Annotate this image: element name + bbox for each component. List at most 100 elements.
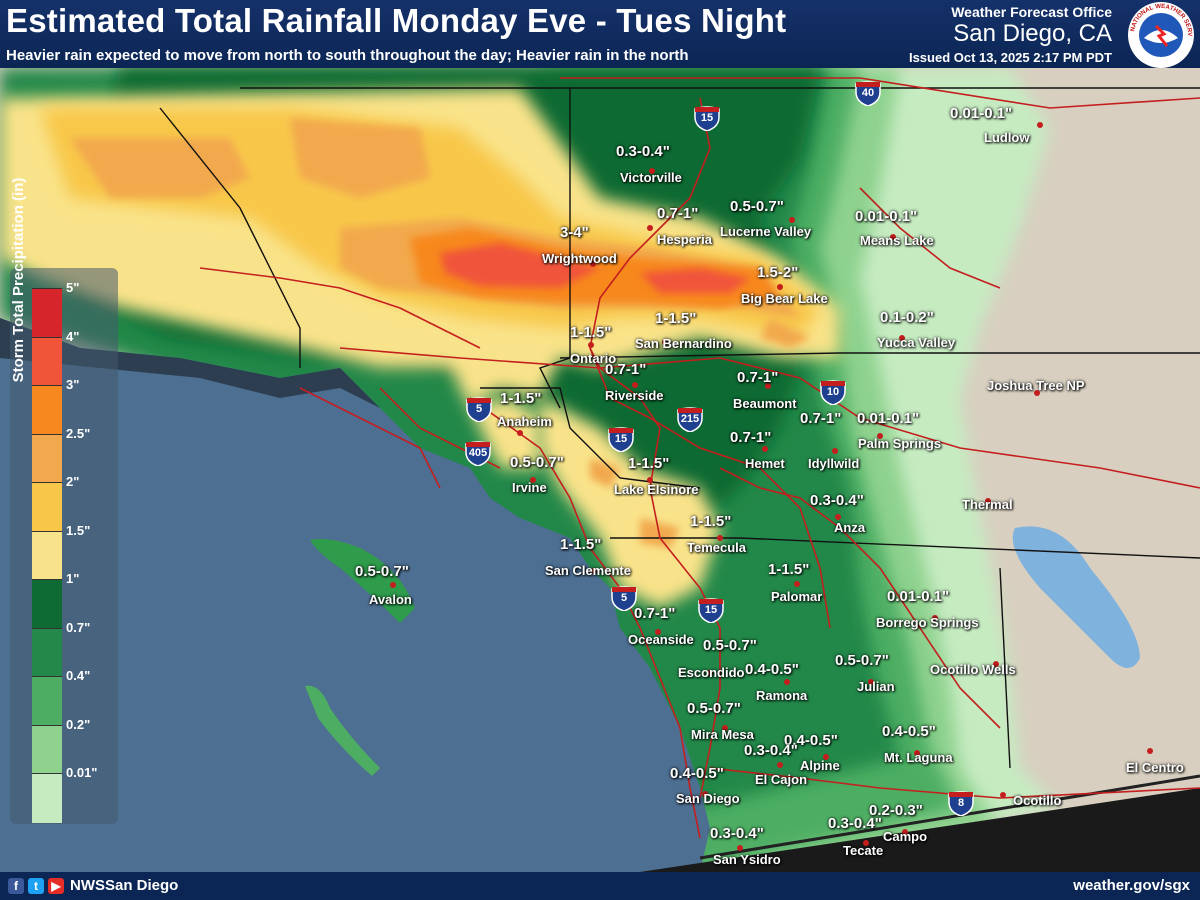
interstate-shield: 215	[676, 406, 704, 433]
twitter-icon[interactable]: t	[28, 878, 44, 894]
place-label: Ramona	[756, 688, 808, 703]
place-label: San Diego	[676, 791, 740, 806]
shield-number: 5	[475, 403, 483, 415]
shield-number: 405	[468, 447, 488, 459]
interstate-shield: 15	[693, 105, 721, 132]
place-label: Palm Springs	[858, 436, 942, 451]
legend-label: 0.4"	[66, 668, 91, 684]
legend-label: 0.7"	[66, 619, 91, 635]
place-label: Avalon	[369, 592, 412, 607]
place-label: El Cajon	[755, 772, 808, 787]
shield-number: 15	[700, 112, 714, 124]
place-label: San Bernardino	[635, 336, 732, 351]
rainfall-amount-label: 0.01-0.1"	[857, 410, 920, 427]
place-label: Ludlow	[984, 130, 1030, 145]
place-label: Mira Mesa	[691, 727, 754, 742]
interstate-shield: 40	[854, 80, 882, 107]
rainfall-amount-label: 0.3-0.4"	[710, 825, 764, 842]
rainfall-amount-label: 0.01-0.1"	[887, 588, 950, 605]
legend-swatch	[32, 288, 62, 338]
rainfall-amount-label: 0.5-0.7"	[687, 700, 741, 717]
nws-logo: NATIONAL WEATHER SERVICE	[1126, 0, 1194, 68]
interstate-shield: 5	[610, 585, 638, 612]
legend-label: 1"	[66, 571, 80, 587]
rain-zone-2.5	[70, 118, 810, 548]
place-label: San Ysidro	[713, 852, 781, 867]
rainfall-amount-label: 0.01-0.1"	[855, 208, 918, 225]
ocean	[0, 318, 710, 872]
legend-label: 1.5"	[66, 522, 91, 538]
place-label: Big Bear Lake	[741, 291, 828, 306]
place-label: Idyllwild	[808, 456, 860, 471]
youtube-icon[interactable]: ▶	[48, 878, 64, 894]
place-label: Julian	[857, 679, 895, 694]
rainfall-amount-label: 0.5-0.7"	[730, 198, 784, 215]
rainfall-amount-label: 1-1.5"	[768, 561, 810, 578]
place-label: Means Lake	[860, 233, 934, 248]
place-label: Temecula	[687, 540, 747, 555]
legend-label: 2.5"	[66, 425, 91, 441]
rainfall-amount-label: 3-4"	[560, 224, 589, 241]
rainfall-amount-label: 0.4-0.5"	[745, 661, 799, 678]
legend-swatch	[32, 627, 62, 678]
legend-swatch	[32, 433, 62, 484]
border-line	[699, 774, 1200, 860]
rainfall-amount-label: 1-1.5"	[500, 390, 542, 407]
map-title: Estimated Total Rainfall Monday Eve - Tu…	[6, 2, 787, 39]
precip-legend	[10, 268, 118, 824]
legend-label: 0.2"	[66, 716, 91, 732]
rainfall-amount-label: 0.3-0.4"	[810, 492, 864, 509]
footer-handle: NWSSan Diego	[70, 877, 179, 894]
rainfall-amount-label: 0.7-1"	[737, 369, 779, 386]
road-network	[199, 77, 1200, 839]
rainfall-amount-label: 1-1.5"	[570, 324, 612, 341]
legend-label: 0.01"	[66, 765, 98, 781]
legend-swatch	[32, 336, 62, 387]
place-label: Hesperia	[657, 232, 712, 247]
rainfall-amount-label: 1-1.5"	[628, 455, 670, 472]
place-label: Irvine	[512, 480, 547, 495]
place-label: Riverside	[605, 388, 664, 403]
rainfall-amount-label: 0.5-0.7"	[510, 454, 564, 471]
legend-label: 3"	[66, 377, 80, 393]
island-catalina	[310, 539, 415, 623]
place-label: Anaheim	[497, 414, 552, 429]
place-label: Oceanside	[628, 632, 694, 647]
legend-label: 4"	[66, 328, 80, 344]
footer-url[interactable]: weather.gov/sgx	[1073, 877, 1190, 894]
interstate-shield: 15	[697, 597, 725, 624]
rainfall-amount-label: 0.5-0.7"	[703, 637, 757, 654]
legend-swatch	[32, 482, 62, 532]
place-label: Beaumont	[733, 396, 797, 411]
ocean-shadow	[0, 318, 380, 408]
rain-zone-4	[440, 243, 750, 293]
rainfall-amount-label: 0.5-0.7"	[355, 563, 409, 580]
rainfall-amount-label: 0.7-1"	[730, 429, 772, 446]
interstate-shield: 405	[464, 440, 492, 467]
interstate-shield: 8	[947, 790, 975, 817]
county-lines	[159, 87, 1200, 769]
place-label: Ontario	[570, 351, 617, 366]
place-label: Mt. Laguna	[884, 750, 953, 765]
rainfall-amount-label: 0.1-0.2"	[880, 309, 934, 326]
legend-title: Storm Total Precipitation (in)	[10, 177, 27, 383]
place-label: Campo	[883, 829, 928, 844]
shield-number: 5	[620, 592, 628, 604]
legend-label: 2"	[66, 474, 80, 490]
rainfall-amount-label: 0.3-0.4"	[744, 742, 798, 759]
rainfall-amount-label: 0.3-0.4"	[828, 815, 882, 832]
rainfall-amount-label: 0.3-0.4"	[616, 143, 670, 160]
rainfall-amount-label: 1-1.5"	[655, 310, 697, 327]
legend-swatch	[32, 676, 62, 726]
place-label: Joshua Tree NP	[987, 378, 1085, 393]
place-label: Alpine	[800, 758, 840, 773]
legend-swatch	[32, 385, 62, 435]
rainfall-amount-label: 1-1.5"	[560, 536, 602, 553]
place-label: Wrightwood	[542, 251, 617, 266]
office-label: Weather Forecast Office	[951, 4, 1112, 20]
place-label: Hemet	[745, 456, 785, 471]
rainfall-amount-label: 0.4-0.5"	[670, 765, 724, 782]
rainfall-amount-label: 0.7-1"	[800, 410, 842, 427]
place-label: Tecate	[843, 843, 884, 858]
facebook-icon[interactable]: f	[8, 878, 24, 894]
